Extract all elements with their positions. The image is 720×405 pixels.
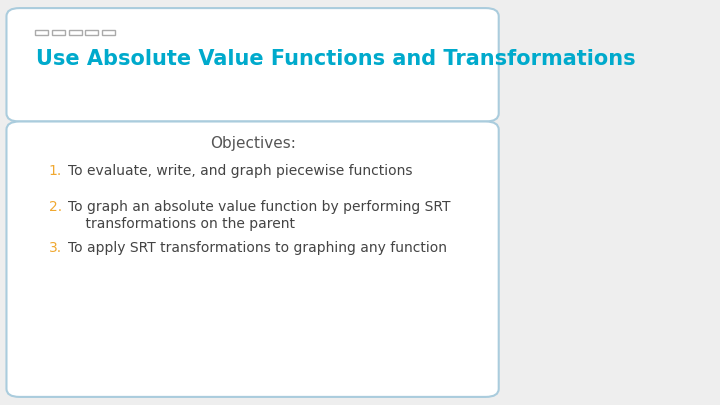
FancyBboxPatch shape (86, 30, 99, 35)
Text: Use Absolute Value Functions and Transformations: Use Absolute Value Functions and Transfo… (35, 49, 635, 69)
FancyBboxPatch shape (102, 30, 115, 35)
Text: 2.: 2. (48, 200, 62, 215)
Text: Objectives:: Objectives: (210, 136, 295, 151)
FancyBboxPatch shape (6, 122, 499, 397)
FancyBboxPatch shape (52, 30, 65, 35)
Text: To apply SRT transformations to graphing any function: To apply SRT transformations to graphing… (68, 241, 447, 255)
FancyBboxPatch shape (68, 30, 81, 35)
Text: 1.: 1. (48, 164, 62, 178)
Text: To graph an absolute value function by performing SRT
    transformations on the: To graph an absolute value function by p… (68, 200, 451, 231)
FancyBboxPatch shape (35, 30, 48, 35)
FancyBboxPatch shape (6, 8, 499, 121)
Text: 3.: 3. (48, 241, 62, 255)
Text: To evaluate, write, and graph piecewise functions: To evaluate, write, and graph piecewise … (68, 164, 413, 178)
